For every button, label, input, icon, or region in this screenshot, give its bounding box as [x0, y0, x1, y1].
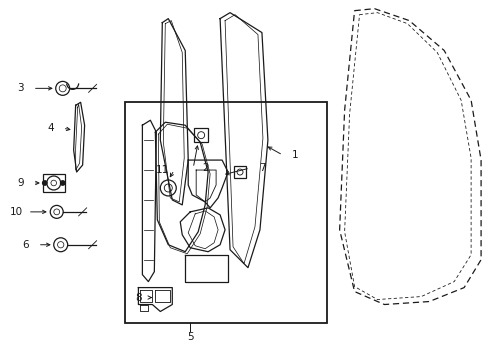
Bar: [42, 174, 64, 192]
Text: 4: 4: [47, 123, 54, 133]
Text: 1: 1: [291, 150, 298, 160]
Text: 3: 3: [18, 84, 24, 93]
Text: 5: 5: [186, 332, 193, 342]
Text: 8: 8: [135, 293, 142, 302]
Bar: [125, 102, 326, 323]
Text: 11: 11: [155, 165, 168, 175]
Circle shape: [42, 181, 47, 185]
Circle shape: [61, 181, 65, 185]
Text: 7: 7: [258, 163, 264, 173]
Text: 9: 9: [18, 178, 24, 188]
Text: 2: 2: [202, 163, 208, 173]
Bar: [234, 166, 245, 178]
Text: 6: 6: [22, 240, 29, 250]
Bar: [194, 128, 208, 142]
Text: 10: 10: [9, 207, 22, 217]
